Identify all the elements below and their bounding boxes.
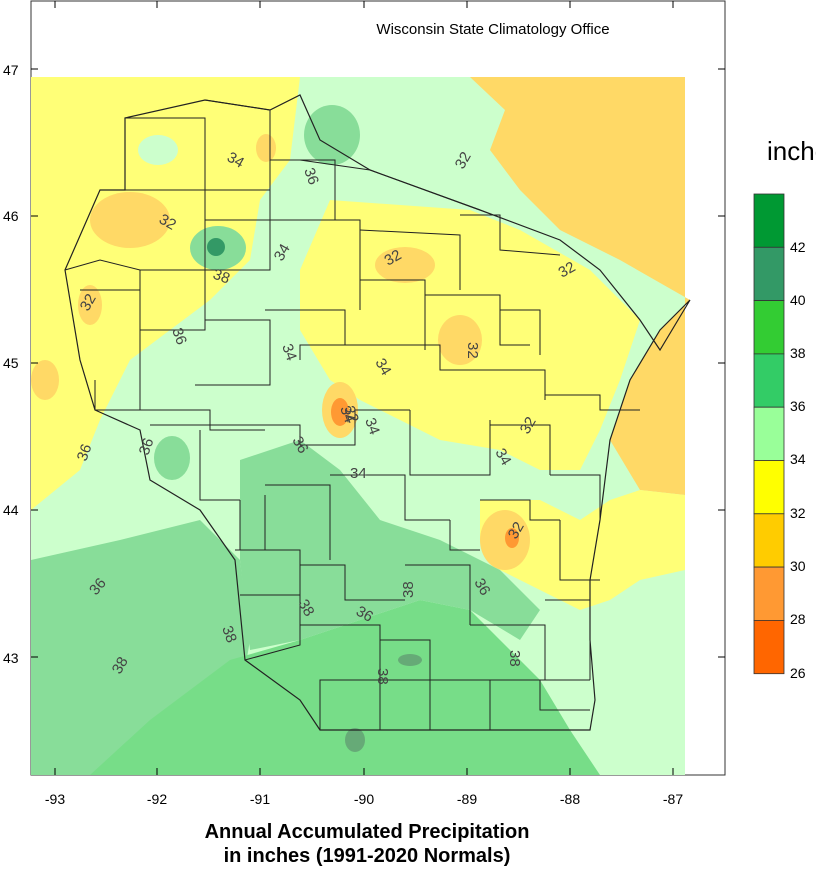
legend-label: 30 [790, 558, 806, 574]
legend-label: 32 [790, 505, 806, 521]
spot-40-north [207, 238, 225, 256]
x-tick-label: -92 [147, 791, 167, 807]
x-tick-label: -89 [457, 791, 477, 807]
state-outline [64, 94, 691, 731]
x-tick-label: -91 [250, 791, 270, 807]
contour-labels: 32 34 36 38 34 36 32 32 32 32 34 36 34 3… [74, 149, 579, 685]
zone-northeast-30-32 [470, 77, 690, 495]
contour-label: 34 [336, 404, 358, 425]
legend-label: 40 [790, 292, 806, 308]
legend-label: 38 [790, 345, 806, 361]
contour-label: 32 [156, 211, 179, 234]
contour-label: 32 [556, 258, 579, 281]
contour-label: 36 [136, 436, 158, 457]
legend-swatch [753, 353, 785, 408]
legend-label: 26 [790, 665, 806, 681]
spot-36-west [154, 436, 190, 480]
spot-32-southeast [480, 510, 530, 570]
spot-28-central-west [331, 398, 349, 426]
legend-swatch [753, 620, 785, 675]
contour-label: 36 [289, 434, 312, 457]
contour-label: 36 [300, 166, 322, 187]
legend-label: 42 [790, 239, 806, 255]
caption-line-2: in inches (1991-2020 Normals) [223, 845, 511, 867]
legend-swatch [753, 300, 785, 355]
contour-label: 34 [350, 465, 367, 482]
contour-label: 32 [382, 246, 405, 269]
contour-label: 36 [471, 576, 494, 599]
contour-label: 32 [340, 404, 362, 425]
x-tick-label: -90 [354, 791, 374, 807]
contour-label: 32 [505, 519, 528, 542]
x-tick-label: -88 [560, 791, 580, 807]
y-tick-label: 44 [3, 502, 19, 518]
contour-label: 32 [517, 414, 540, 437]
spot-28-southeast [505, 528, 519, 548]
contour-label: 34 [278, 342, 300, 363]
spot-32-northwest [90, 192, 170, 248]
x-axis-ticks [54, 1, 674, 775]
spot-32-central [438, 315, 482, 365]
legend-label: 36 [790, 398, 806, 414]
legend-label: 28 [790, 611, 806, 627]
spot-36-north [304, 105, 360, 165]
spot-32-central-north [375, 247, 435, 283]
spot-34-north-small [138, 135, 178, 165]
y-axis-ticks [31, 68, 725, 658]
map-credit: Wisconsin State Climatology Office [376, 21, 609, 38]
legend-label: 34 [790, 451, 806, 467]
contour-label: 32 [77, 291, 100, 314]
contour-label: 38 [295, 597, 318, 620]
legend-swatches [753, 193, 785, 675]
contour-label: 38 [400, 581, 417, 598]
contour-label: 38 [374, 668, 391, 685]
zone-south-38-40 [90, 600, 600, 775]
contour-label: 34 [361, 416, 383, 437]
contour-label: 32 [452, 149, 475, 172]
caption-line-1: Annual Accumulated Precipitation [204, 821, 530, 843]
zone-central-36-38 [240, 440, 540, 650]
spot-38-south [345, 728, 365, 752]
legend: inches 42 40 38 36 34 32 30 28 26 [753, 136, 816, 681]
contour-label: 36 [168, 326, 190, 347]
legend-swatch [753, 193, 785, 248]
spot-32-west [78, 285, 102, 325]
contour-label: 34 [372, 356, 395, 379]
legend-title: inches [767, 136, 816, 166]
legend-swatch [753, 406, 785, 461]
spot-38-south-2 [398, 654, 422, 666]
precip-fill-layer [31, 77, 690, 775]
zone-west-32-34 [31, 77, 300, 510]
contour-label: 38 [506, 650, 523, 667]
contour-label: 38 [211, 266, 232, 288]
contour-label: 32 [464, 342, 481, 359]
x-tick-label: -87 [663, 791, 683, 807]
contour-label: 36 [353, 603, 376, 626]
y-tick-label: 46 [3, 208, 19, 224]
legend-swatch [753, 246, 785, 302]
legend-swatch [753, 513, 785, 568]
y-tick-label: 43 [3, 650, 19, 666]
legend-labels: 42 40 38 36 34 32 30 28 26 [790, 239, 806, 681]
contour-label: 38 [109, 654, 132, 677]
contour-label: 38 [218, 624, 240, 645]
legend-swatch [753, 566, 785, 621]
contour-label: 36 [74, 442, 96, 463]
contour-label: 34 [271, 241, 294, 264]
x-tick-label: -93 [45, 791, 65, 807]
y-tick-label: 47 [3, 62, 19, 78]
spot-34-north-island [256, 134, 276, 162]
spot-30-west [31, 360, 59, 400]
contour-label: 34 [224, 149, 247, 172]
map-caption: Annual Accumulated Precipitation in inch… [0, 820, 734, 868]
contour-label: 34 [492, 446, 515, 469]
legend-swatch [753, 460, 785, 515]
y-tick-label: 45 [3, 355, 19, 371]
